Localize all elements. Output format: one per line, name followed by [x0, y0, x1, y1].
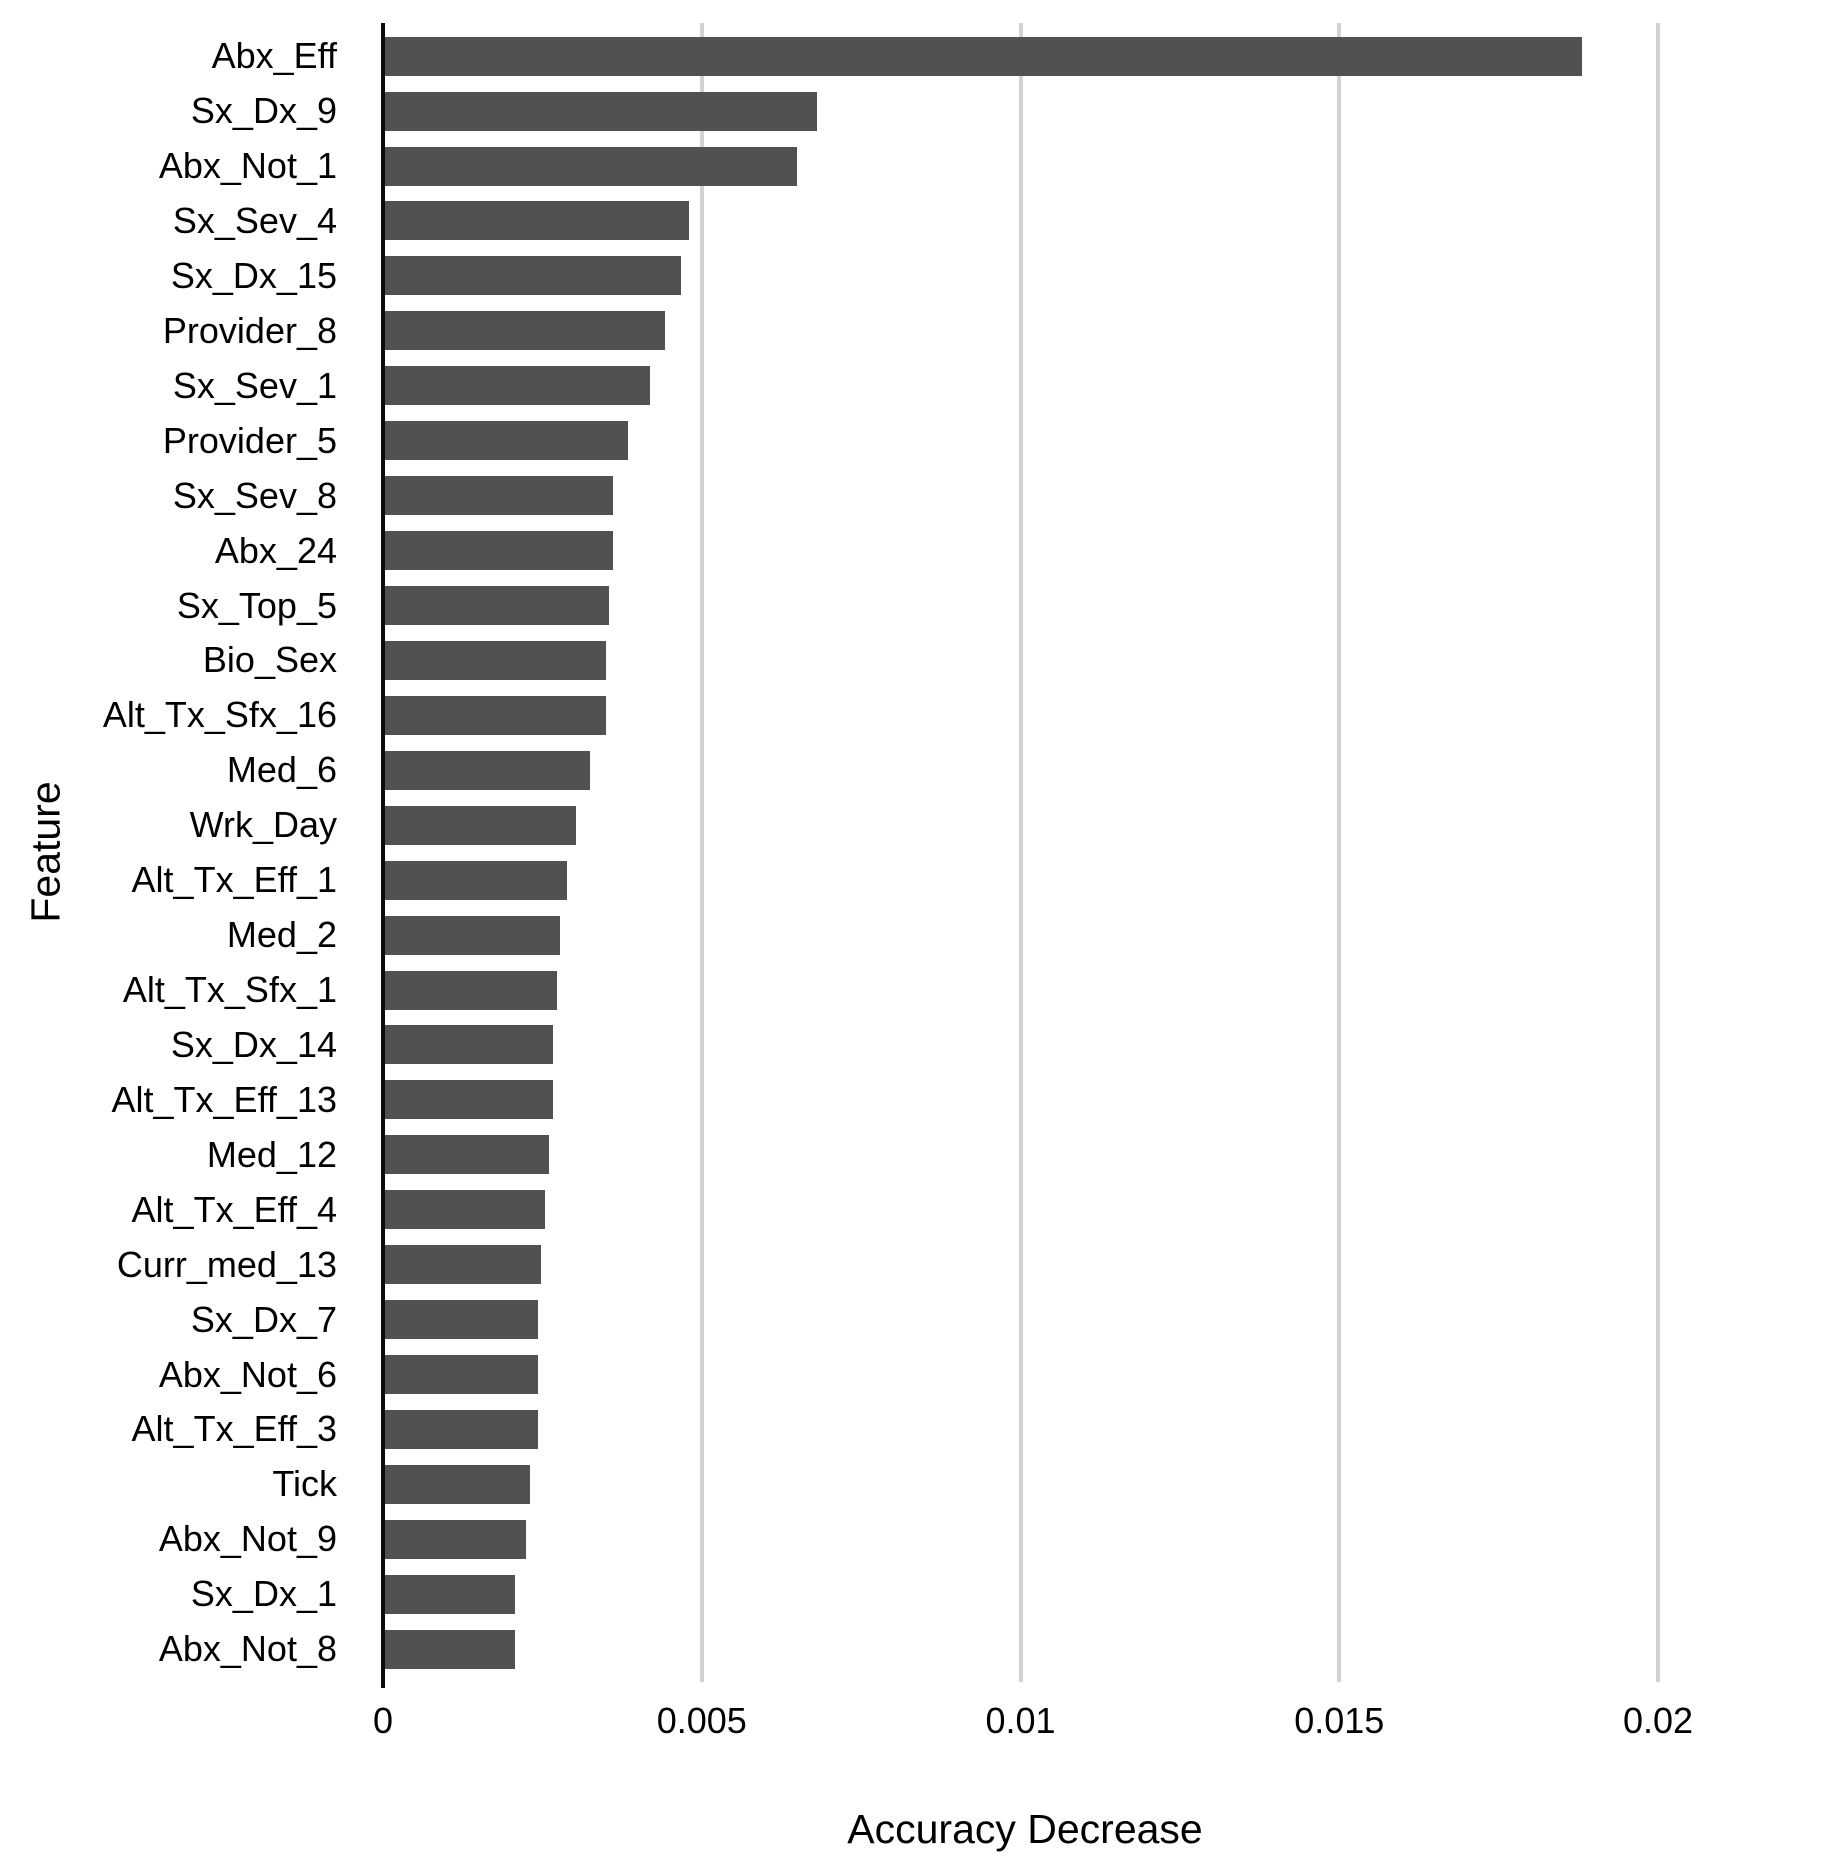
y-tick-label: Bio_Sex [202, 639, 337, 681]
bar-Med_12 [383, 1135, 549, 1175]
bar-Abx_Not_8 [383, 1629, 515, 1669]
bar-Alt_Tx_Eff_3 [383, 1409, 538, 1449]
x-tick-label: 0.01 [985, 1700, 1056, 1741]
y-tick-label: Abx_Eff [211, 35, 337, 77]
y-tick-label: Alt_Tx_Eff_3 [131, 1408, 337, 1450]
bar-Abx_24 [383, 531, 613, 571]
y-tick-label: Med_6 [226, 749, 337, 791]
y-tick-label: Provider_8 [162, 309, 337, 351]
y-tick-label: Sx_Sev_1 [172, 364, 337, 406]
y-axis-line [381, 23, 385, 1688]
y-tick-label: Alt_Tx_Eff_1 [131, 859, 337, 901]
gridline-x-0.015 [1337, 23, 1342, 1682]
y-tick-label: Sx_Dx_15 [170, 254, 337, 296]
bar-Abx_Not_6 [383, 1355, 538, 1395]
y-tick-label: Alt_Tx_Sfx_16 [102, 694, 337, 736]
bar-Alt_Tx_Sfx_1 [383, 970, 557, 1010]
bar-Sx_Dx_9 [383, 91, 817, 131]
bar-Wrk_Day [383, 805, 576, 845]
gridline-x-0.02 [1656, 23, 1660, 1682]
bar-Alt_Tx_Eff_4 [383, 1190, 545, 1230]
bar-Tick [383, 1464, 530, 1504]
y-tick-label: Wrk_Day [189, 804, 337, 846]
y-tick-label: Sx_Dx_1 [190, 1573, 337, 1615]
bar-Abx_Eff [383, 36, 1582, 76]
y-axis-title: Feature [22, 781, 69, 923]
bar-Alt_Tx_Sfx_16 [383, 695, 606, 735]
y-tick-label: Tick [272, 1463, 337, 1505]
y-tick-label: Abx_24 [214, 529, 337, 571]
y-tick-label: Sx_Dx_9 [190, 90, 337, 132]
bar-Provider_5 [383, 421, 628, 461]
bar-Med_6 [383, 750, 590, 790]
x-tick-label: 0.005 [656, 1700, 747, 1741]
x-tick-label: 0 [372, 1700, 394, 1741]
bar-Sx_Dx_1 [383, 1574, 515, 1614]
bar-Curr_med_13 [383, 1245, 541, 1285]
bar-Sx_Sev_4 [383, 201, 689, 241]
bar-Med_2 [383, 915, 560, 955]
bar-Sx_Dx_7 [383, 1300, 538, 1340]
y-tick-label: Sx_Sev_4 [172, 199, 337, 241]
bar-Provider_8 [383, 311, 665, 351]
gridline-x-0.005 [699, 23, 704, 1682]
y-tick-label: Abx_Not_1 [158, 145, 337, 187]
bar-Sx_Sev_8 [383, 476, 613, 516]
y-tick-label: Sx_Top_5 [176, 584, 337, 626]
bar-Abx_Not_1 [383, 146, 797, 186]
bar-Alt_Tx_Eff_13 [383, 1080, 553, 1120]
x-tick-label: 0.015 [1294, 1700, 1385, 1741]
bar-Alt_Tx_Eff_1 [383, 860, 567, 900]
y-tick-label: Alt_Tx_Eff_4 [131, 1188, 337, 1230]
bar-Abx_Not_9 [383, 1519, 526, 1559]
y-tick-label: Sx_Sev_8 [172, 474, 337, 516]
bar-Sx_Dx_14 [383, 1025, 553, 1065]
y-tick-label: Abx_Not_8 [158, 1628, 337, 1670]
bar-Bio_Sex [383, 640, 606, 680]
y-tick-label: Alt_Tx_Eff_13 [111, 1078, 337, 1120]
bar-Sx_Top_5 [383, 586, 609, 625]
y-tick-label: Med_12 [206, 1133, 337, 1175]
y-tick-label: Sx_Dx_7 [190, 1298, 337, 1340]
y-tick-label: Curr_med_13 [116, 1243, 337, 1285]
gridline-x-0.01 [1018, 23, 1023, 1682]
y-tick-label: Abx_Not_6 [158, 1353, 337, 1395]
x-tick-label: 0.02 [1622, 1700, 1694, 1741]
bar-Sx_Dx_15 [383, 256, 681, 296]
x-axis-title: Accuracy Decrease [847, 1806, 1203, 1852]
y-tick-label: Provider_5 [162, 419, 337, 461]
y-tick-label: Abx_Not_9 [158, 1518, 337, 1560]
y-tick-label: Alt_Tx_Sfx_1 [122, 969, 337, 1010]
bar-Sx_Sev_1 [383, 366, 650, 406]
y-tick-label: Sx_Dx_14 [170, 1023, 337, 1065]
y-tick-label: Med_2 [226, 914, 337, 956]
